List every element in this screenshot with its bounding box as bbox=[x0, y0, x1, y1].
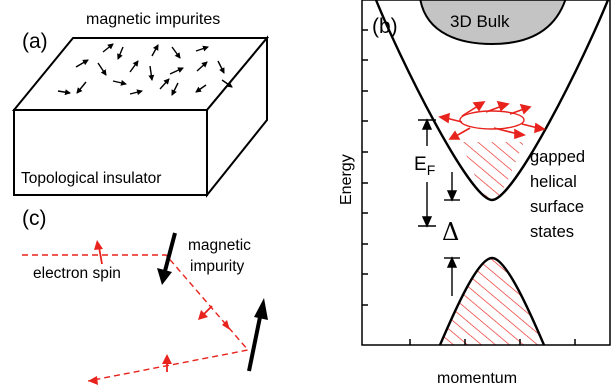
impurity-spins bbox=[57, 43, 233, 96]
impurity-spin-arrow bbox=[169, 67, 184, 75]
panel-a: (a) magnetic impurites Topological insul… bbox=[11, 11, 270, 198]
impurity-spin-arrow bbox=[171, 82, 179, 96]
electron-spin-label: electron spin bbox=[33, 265, 121, 282]
trajectory-arrowhead bbox=[222, 320, 230, 330]
impurity-spin-arrow bbox=[221, 79, 233, 88]
lower-surface-band bbox=[438, 256, 546, 345]
upper-cone-fill bbox=[460, 142, 524, 200]
impurity-spin-arrow bbox=[159, 78, 170, 90]
impurity-spin-arrow bbox=[148, 65, 155, 81]
electron-spin-arrow bbox=[94, 240, 103, 250]
fermi-energy-subscript: F bbox=[427, 162, 436, 178]
panel-b-label: (b) bbox=[372, 15, 398, 38]
impurity-spin-arrow bbox=[217, 60, 225, 74]
electron-trajectory bbox=[22, 254, 250, 382]
bulk-label: 3D Bulk bbox=[450, 12, 510, 31]
impurity-spin-arrow bbox=[97, 62, 107, 76]
panel-c: (c) electron spin magnetic impurity bbox=[22, 207, 268, 385]
panel-a-label: (a) bbox=[22, 30, 48, 53]
topological-insulator-label: Topological insulator bbox=[21, 170, 161, 187]
plot-frame bbox=[361, 0, 611, 346]
impurity-spin-arrow bbox=[171, 46, 181, 59]
momentum-axis-label: momentum bbox=[437, 370, 517, 387]
upper-surface-band bbox=[374, 0, 610, 202]
states-label-line1: gapped bbox=[530, 148, 585, 166]
fermi-energy-label: EF bbox=[414, 154, 435, 178]
impurity-spin-arrow bbox=[76, 81, 87, 94]
magnetic-impurities-label: magnetic impurites bbox=[86, 11, 220, 28]
magnetic-impurity-arrow bbox=[157, 268, 172, 285]
impurity-spin-arrow bbox=[75, 59, 89, 68]
energy-arrows bbox=[418, 118, 460, 296]
fermi-energy-symbol: E bbox=[414, 154, 427, 175]
panel-c-label: (c) bbox=[22, 207, 47, 230]
states-label-line3: surface bbox=[530, 198, 584, 216]
magnetic-impurity-spins bbox=[157, 232, 268, 372]
impurity-spin-arrow bbox=[151, 44, 159, 57]
electron-spins bbox=[94, 240, 213, 372]
lower-cone-fill bbox=[440, 258, 544, 345]
fermi-ring-spins bbox=[438, 100, 546, 140]
magnetic-impurity-label-line1: magnetic bbox=[188, 237, 251, 254]
impurity-spin-arrow bbox=[112, 79, 127, 86]
block-front-face bbox=[13, 109, 208, 196]
impurity-spin-arrow bbox=[129, 60, 139, 73]
bulk-band bbox=[419, 0, 567, 46]
impurity-spin-arrow bbox=[57, 89, 71, 96]
fermi-ring bbox=[459, 110, 525, 130]
trajectory-arrowhead bbox=[88, 376, 98, 385]
impurity-spin-arrow bbox=[195, 84, 207, 93]
magnetic-impurity-label-line2: impurity bbox=[190, 258, 245, 275]
states-label-line4: states bbox=[530, 223, 574, 241]
energy-axis-label: Energy bbox=[338, 154, 355, 205]
gap-label: Δ bbox=[442, 218, 459, 246]
electron-spin-arrow bbox=[162, 354, 172, 364]
impurity-spin-arrow bbox=[196, 61, 208, 72]
impurity-spin-arrow bbox=[102, 43, 114, 53]
band-diagram bbox=[374, 0, 610, 345]
impurity-spin-arrow bbox=[117, 46, 124, 60]
impurity-spin-arrow bbox=[129, 89, 143, 96]
electron-spin-arrow bbox=[198, 310, 208, 320]
panel-b: Energy momentum bbox=[338, 0, 611, 387]
impurity-spin-arrow bbox=[195, 45, 209, 52]
states-label-line2: helical bbox=[530, 173, 577, 191]
magnetic-impurity-arrow bbox=[254, 298, 268, 320]
